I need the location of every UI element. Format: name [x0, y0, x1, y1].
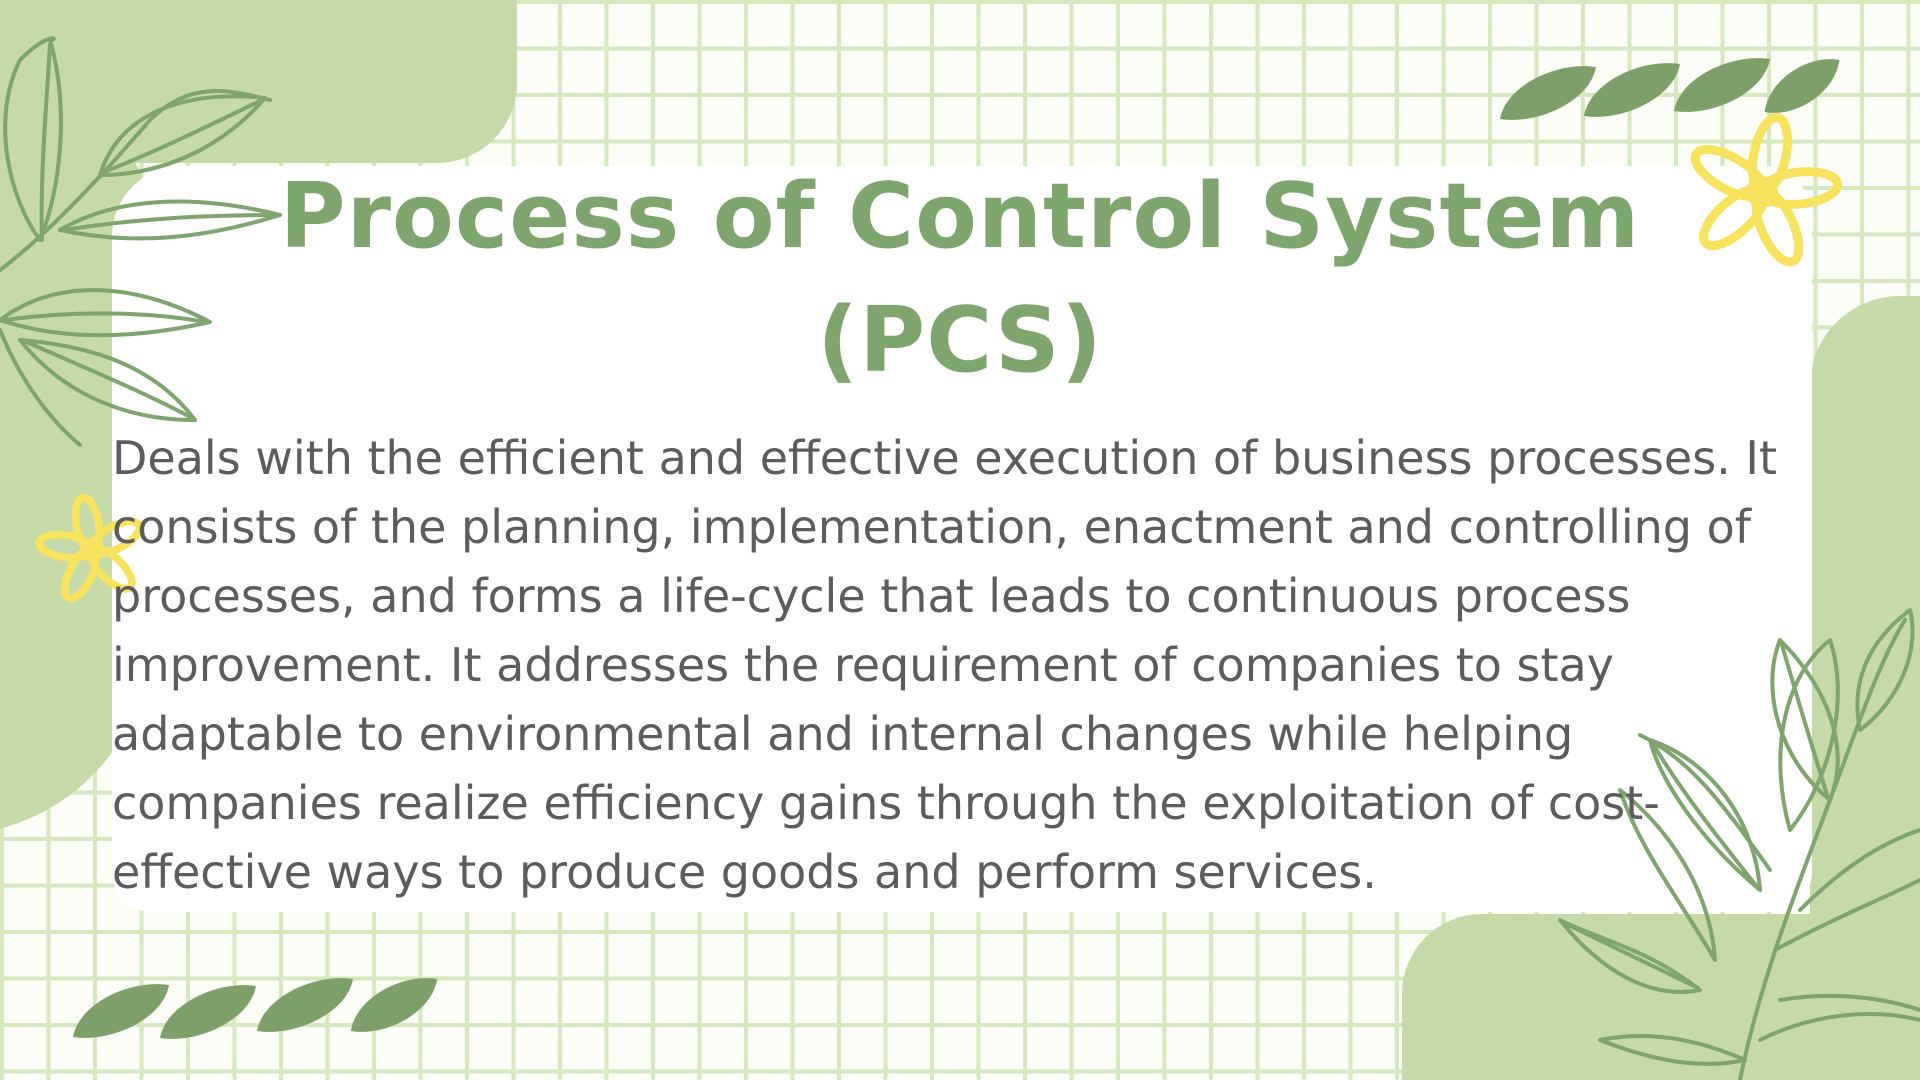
background-blob-bottom-right: [1402, 914, 1920, 1080]
leaf-icon: [1500, 58, 1840, 120]
body-paragraph: Deals with the efficient and effective e…: [112, 431, 1778, 899]
page-title: Process of Control System (PCS): [279, 164, 1641, 393]
leaf-icon: [73, 978, 438, 1039]
content-card: [112, 166, 1812, 912]
